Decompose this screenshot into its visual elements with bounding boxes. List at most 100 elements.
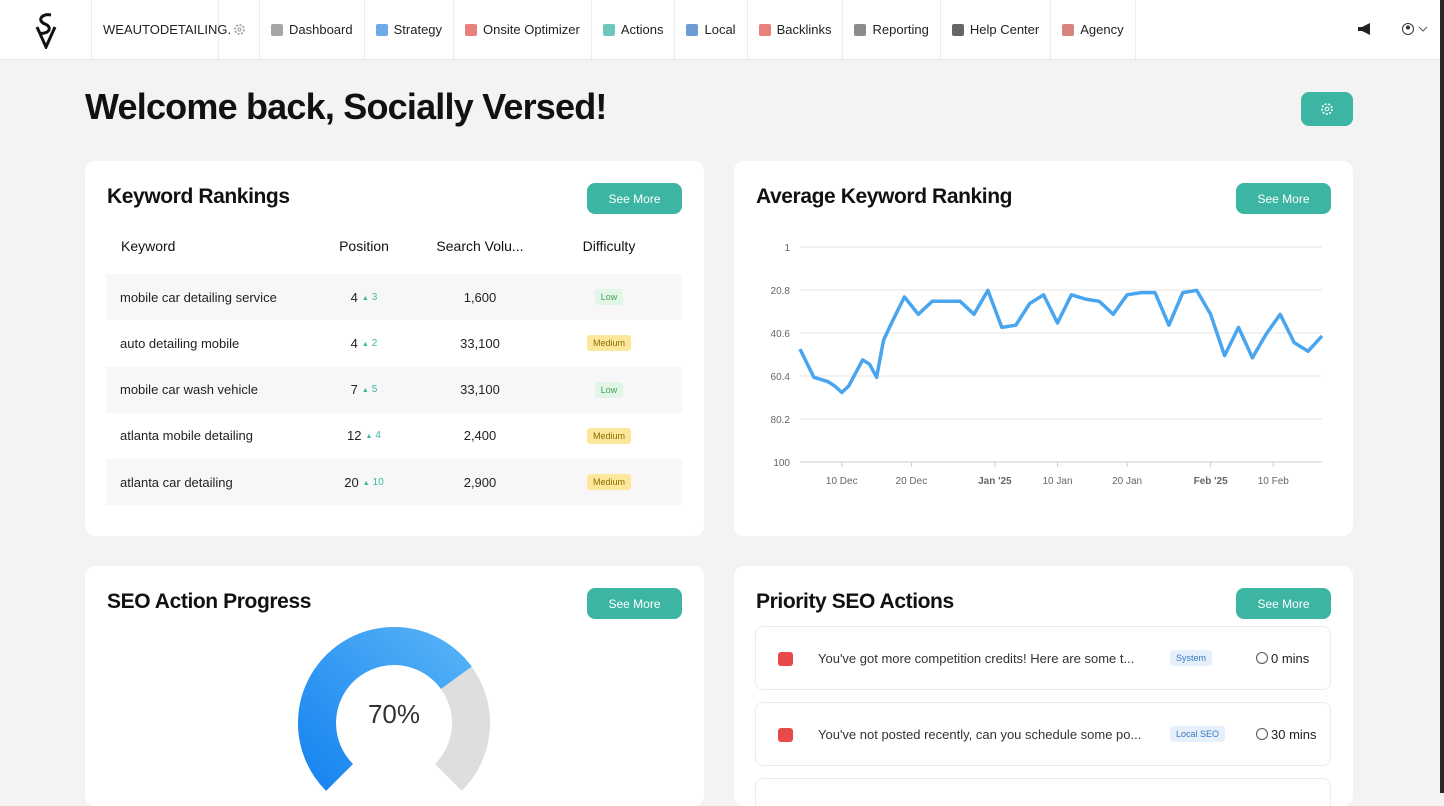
up-arrow: ▲ <box>361 294 369 302</box>
change-value: 2 <box>371 337 378 349</box>
position-change: ▲ 3 <box>362 292 378 303</box>
see-more-button[interactable]: See More <box>1236 588 1331 619</box>
difficulty-cell: Low <box>549 274 669 320</box>
nav-icon <box>686 23 699 36</box>
gauge-progress <box>298 627 472 791</box>
gear <box>233 24 245 35</box>
position-change: ▲ 10 <box>363 477 384 488</box>
top-nav: WEAUTODETAILING. Dashboard Strategy Onsite… <box>0 0 1440 60</box>
search-volume: 33,100 <box>460 335 500 351</box>
line-chart: 1 20.8 40.6 60.4 80.2 100 10 Dec 20 Dec Jan '25 1… <box>771 243 1324 487</box>
up-arrow: ▲ <box>365 433 373 441</box>
nav-item[interactable]: Actions <box>592 0 676 59</box>
see-more-button[interactable]: See More <box>587 588 682 619</box>
y-tick-label: 40.6 <box>771 329 791 340</box>
table-row: atlanta car detailing 20 ▲ 10 2,900 Medium <box>106 459 682 506</box>
user-icon <box>1402 23 1428 35</box>
nav-label: Onsite Optimizer <box>483 22 580 37</box>
nav-items: Dashboard Strategy Onsite Optimizer Actions… <box>260 0 1136 59</box>
y-tick-label: 60.4 <box>771 372 791 383</box>
up-arrow: ▲ <box>361 340 369 348</box>
difficulty-badge: Low <box>594 381 624 398</box>
nav-icon <box>854 23 867 36</box>
see-more-button[interactable]: See More <box>1236 183 1331 214</box>
x-tick-label: 20 Jan <box>1112 476 1142 487</box>
keyword-rankings-card: Keyword Rankings See More Keyword Positio… <box>85 161 704 536</box>
nav-item[interactable]: Strategy <box>365 0 455 59</box>
action-tag: System <box>1170 650 1213 666</box>
nav-item[interactable]: Dashboard <box>260 0 365 59</box>
change-value: 5 <box>371 384 378 396</box>
action-tag: Local SEO <box>1170 726 1226 742</box>
y-tick-label: 20.8 <box>771 286 791 297</box>
action-time: 0 mins <box>1271 651 1310 666</box>
position-cell: 4 ▲ 3 <box>304 274 424 320</box>
change-value: 3 <box>371 291 378 303</box>
difficulty-badge: Medium <box>586 335 631 352</box>
position-cell: 12 ▲ 4 <box>304 413 424 459</box>
keyword: mobile car wash vehicle <box>120 382 259 398</box>
position: 20 <box>344 474 359 490</box>
x-tick-label: 10 Feb <box>1258 476 1290 487</box>
x-tick-label: 10 Jan <box>1043 476 1073 487</box>
x-tick-label: Jan '25 <box>978 476 1012 487</box>
window-edge <box>1440 0 1444 793</box>
table-row: auto detailing mobile 4 ▲ 2 33,100 Medium <box>106 320 682 367</box>
position-change: ▲ 2 <box>362 338 378 349</box>
nav-label: Agency <box>1080 22 1124 37</box>
nav-icon <box>758 23 771 36</box>
keyword: atlanta mobile detailing <box>120 428 253 444</box>
keyword: auto detailing mobile <box>120 335 240 351</box>
nav-label: Backlinks <box>776 22 832 37</box>
action-item[interactable]: You've not posted recently, can you sche… <box>755 702 1331 766</box>
change-value: 10 <box>372 476 384 488</box>
difficulty-badge: Low <box>594 289 624 305</box>
account-switcher[interactable]: WEAUTODETAILING. <box>92 0 231 59</box>
card-title: SEO Action Progress <box>107 590 312 613</box>
difficulty-cell: Medium <box>549 459 669 505</box>
priority-actions-card: Priority SEO Actions See More You've got… <box>734 566 1353 806</box>
difficulty-cell: Low <box>549 367 669 413</box>
megaphone <box>1358 23 1370 35</box>
search-volume: 1,600 <box>463 289 497 305</box>
action-time: 30 mins <box>1271 727 1317 742</box>
up-arrow: ▲ <box>362 479 370 487</box>
y-tick-label: 80.2 <box>771 415 791 426</box>
position-cell: 4 ▲ 2 <box>304 320 424 366</box>
table-row: atlanta mobile detailing 12 ▲ 4 2,400 Medium <box>106 412 682 459</box>
progress-label: 70% <box>368 699 420 729</box>
logo[interactable] <box>0 0 92 59</box>
settings-icon[interactable] <box>219 0 260 59</box>
announcements-icon[interactable] <box>1357 22 1373 36</box>
nav-label: Strategy <box>393 22 443 37</box>
column-header: Search Volu... <box>436 238 524 254</box>
y-tick-label: 100 <box>773 458 790 469</box>
clock-icon <box>1256 728 1268 740</box>
nav-label: Actions <box>620 22 664 37</box>
action-item-partial[interactable] <box>755 778 1331 806</box>
nav-item[interactable]: Local <box>675 0 748 59</box>
settings-button[interactable] <box>1301 92 1353 126</box>
action-item[interactable]: You've got more competition credits! Her… <box>755 626 1331 690</box>
nav-icon <box>465 23 478 36</box>
nav-item[interactable]: Reporting <box>843 0 941 59</box>
nav-item[interactable]: Backlinks <box>748 0 844 59</box>
see-more-button[interactable]: See More <box>587 183 682 214</box>
column-header: Keyword <box>121 238 176 254</box>
account-name: WEAUTODETAILING. <box>103 22 232 37</box>
position-change: ▲ 4 <box>365 430 381 441</box>
nav-icon <box>602 23 615 36</box>
nav-item[interactable]: Help Center <box>941 0 1052 59</box>
user-menu[interactable] <box>1402 22 1430 36</box>
difficulty-badge: Medium <box>586 474 631 491</box>
nav-item[interactable]: Onsite Optimizer <box>454 0 592 59</box>
x-tick-label: 20 Dec <box>896 476 928 487</box>
position-change: ▲ 5 <box>362 384 378 395</box>
difficulty-badge: Medium <box>586 427 631 444</box>
search-volume: 33,100 <box>460 382 500 398</box>
position-cell: 20 ▲ 10 <box>304 459 424 505</box>
difficulty-cell: Medium <box>549 320 669 366</box>
nav-item[interactable]: Agency <box>1051 0 1136 59</box>
nav-icon <box>951 23 964 36</box>
clock-icon <box>1256 652 1268 664</box>
